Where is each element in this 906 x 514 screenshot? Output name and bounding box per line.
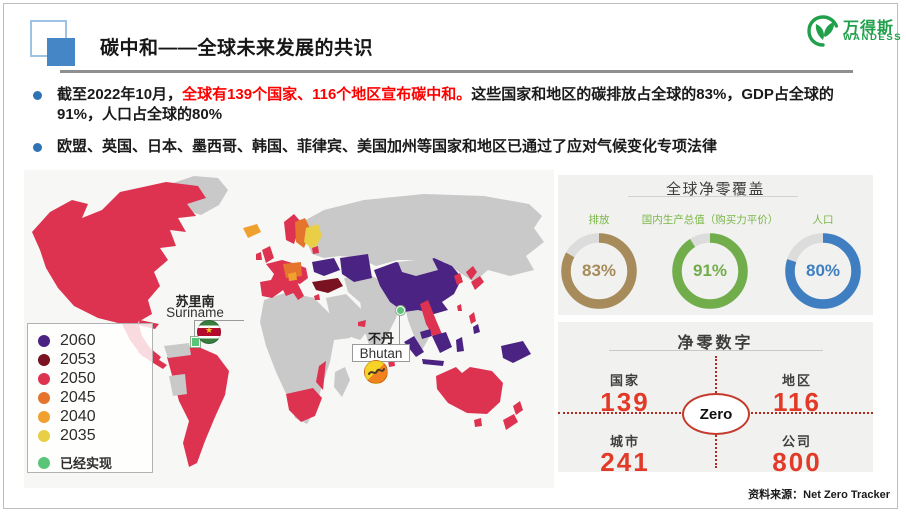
donut-value: 80% bbox=[805, 261, 841, 280]
donut-value: 91% bbox=[692, 261, 728, 280]
bhutan-label-en: Bhutan bbox=[359, 345, 403, 361]
page-title: 碳中和——全球未来发展的共识 bbox=[100, 38, 374, 59]
logo-text-cn: 万得斯 bbox=[843, 20, 895, 37]
suriname-flag-star: ★ bbox=[204, 324, 214, 335]
coverage-title: 全球净零覆盖 bbox=[665, 181, 765, 198]
suriname-flag-icon: ★ bbox=[197, 320, 221, 344]
donut-chart-gdp: 91% bbox=[670, 231, 750, 311]
map-countries bbox=[32, 176, 544, 467]
bullet-2: 欧盟、英国、日本、墨西哥、韩国、菲律宾、美国加州等国家和地区已通过了应对气候变化… bbox=[57, 138, 718, 155]
donut-label-emissions: 排放 bbox=[588, 214, 610, 226]
legend-label: 2045 bbox=[60, 388, 96, 406]
bhutan-label-box: Bhutan bbox=[352, 344, 410, 362]
legend-item: 2050 bbox=[38, 369, 152, 388]
netzero-label-companies: 公司 bbox=[781, 434, 812, 449]
donut-chart-population: 80% bbox=[783, 231, 863, 311]
legend-label: 2050 bbox=[60, 369, 96, 387]
legend-item: 2035 bbox=[38, 426, 152, 445]
bhutan-flag-dragon bbox=[368, 368, 385, 375]
legend-dot-2045 bbox=[38, 391, 50, 404]
legend-item: 2040 bbox=[38, 407, 152, 426]
legend-label: 2040 bbox=[60, 407, 96, 425]
logo-text-en: WANDESS bbox=[843, 32, 903, 43]
bullet-dot bbox=[33, 91, 42, 100]
title-underline bbox=[60, 70, 853, 73]
netzero-title-rule bbox=[609, 350, 823, 351]
suriname-callout-line bbox=[194, 320, 244, 321]
legend-item: 2045 bbox=[38, 388, 152, 407]
bullet-dot bbox=[33, 143, 42, 152]
legend-label: 2053 bbox=[60, 350, 96, 368]
source-note: 资料来源：Net Zero Tracker bbox=[748, 489, 890, 501]
legend-item: 2060 bbox=[38, 331, 152, 350]
donut-chart-emissions: 83% bbox=[559, 231, 639, 311]
legend-item: 2053 bbox=[38, 350, 152, 369]
legend-dot-2035 bbox=[38, 429, 50, 442]
map-legend: 2060 2053 2050 2045 2040 2035 已经实现 bbox=[27, 323, 153, 473]
bhutan-flag-icon bbox=[364, 360, 388, 384]
legend-label: 已经实现 bbox=[60, 456, 113, 471]
netzero-title: 净零数字 bbox=[677, 335, 754, 352]
legend-item: 已经实现 bbox=[38, 453, 152, 472]
donut-value: 83% bbox=[581, 261, 617, 280]
legend-dot-2053 bbox=[38, 353, 50, 366]
legend-dot-2060 bbox=[38, 334, 50, 347]
bullet-1-post: 这些国家和地区的碳排放占全球的83%，GDP占全球的91%，人口占全球的80% bbox=[57, 86, 834, 123]
title-square-solid bbox=[47, 38, 75, 66]
bhutan-achieved-marker bbox=[396, 306, 405, 315]
bullet-1-highlight: 全球有139个国家、116个地区宣布碳中和。 bbox=[182, 86, 472, 103]
bullet-1: 截至2022年10月，全球有139个国家、116个地区宣布碳中和。这些国家和地区… bbox=[57, 85, 865, 125]
legend-dot-2050 bbox=[38, 372, 50, 385]
wandess-logo-icon bbox=[807, 15, 839, 47]
legend-label: 2035 bbox=[60, 426, 96, 444]
legend-label: 2060 bbox=[60, 331, 96, 349]
netzero-value-companies: 800 bbox=[772, 447, 822, 477]
bullet-1-pre: 截至2022年10月， bbox=[57, 86, 183, 103]
donut-label-population: 人口 bbox=[812, 214, 834, 226]
donut-label-gdp: 国内生产总值（购买力平价） bbox=[641, 214, 779, 226]
netzero-label-regions: 地区 bbox=[781, 373, 812, 388]
suriname-label-en: Suriname bbox=[166, 305, 224, 320]
netzero-center-badge: Zero bbox=[682, 393, 750, 435]
netzero-label-cities: 城市 bbox=[609, 434, 640, 449]
netzero-label-countries: 国家 bbox=[609, 373, 640, 388]
legend-dot-2040 bbox=[38, 410, 50, 423]
netzero-value-cities: 241 bbox=[600, 447, 650, 477]
legend-dot-achieved bbox=[38, 456, 50, 469]
coverage-title-rule bbox=[628, 196, 798, 197]
